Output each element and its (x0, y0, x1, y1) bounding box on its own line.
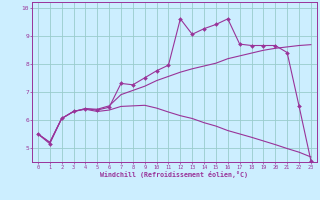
X-axis label: Windchill (Refroidissement éolien,°C): Windchill (Refroidissement éolien,°C) (100, 171, 248, 178)
